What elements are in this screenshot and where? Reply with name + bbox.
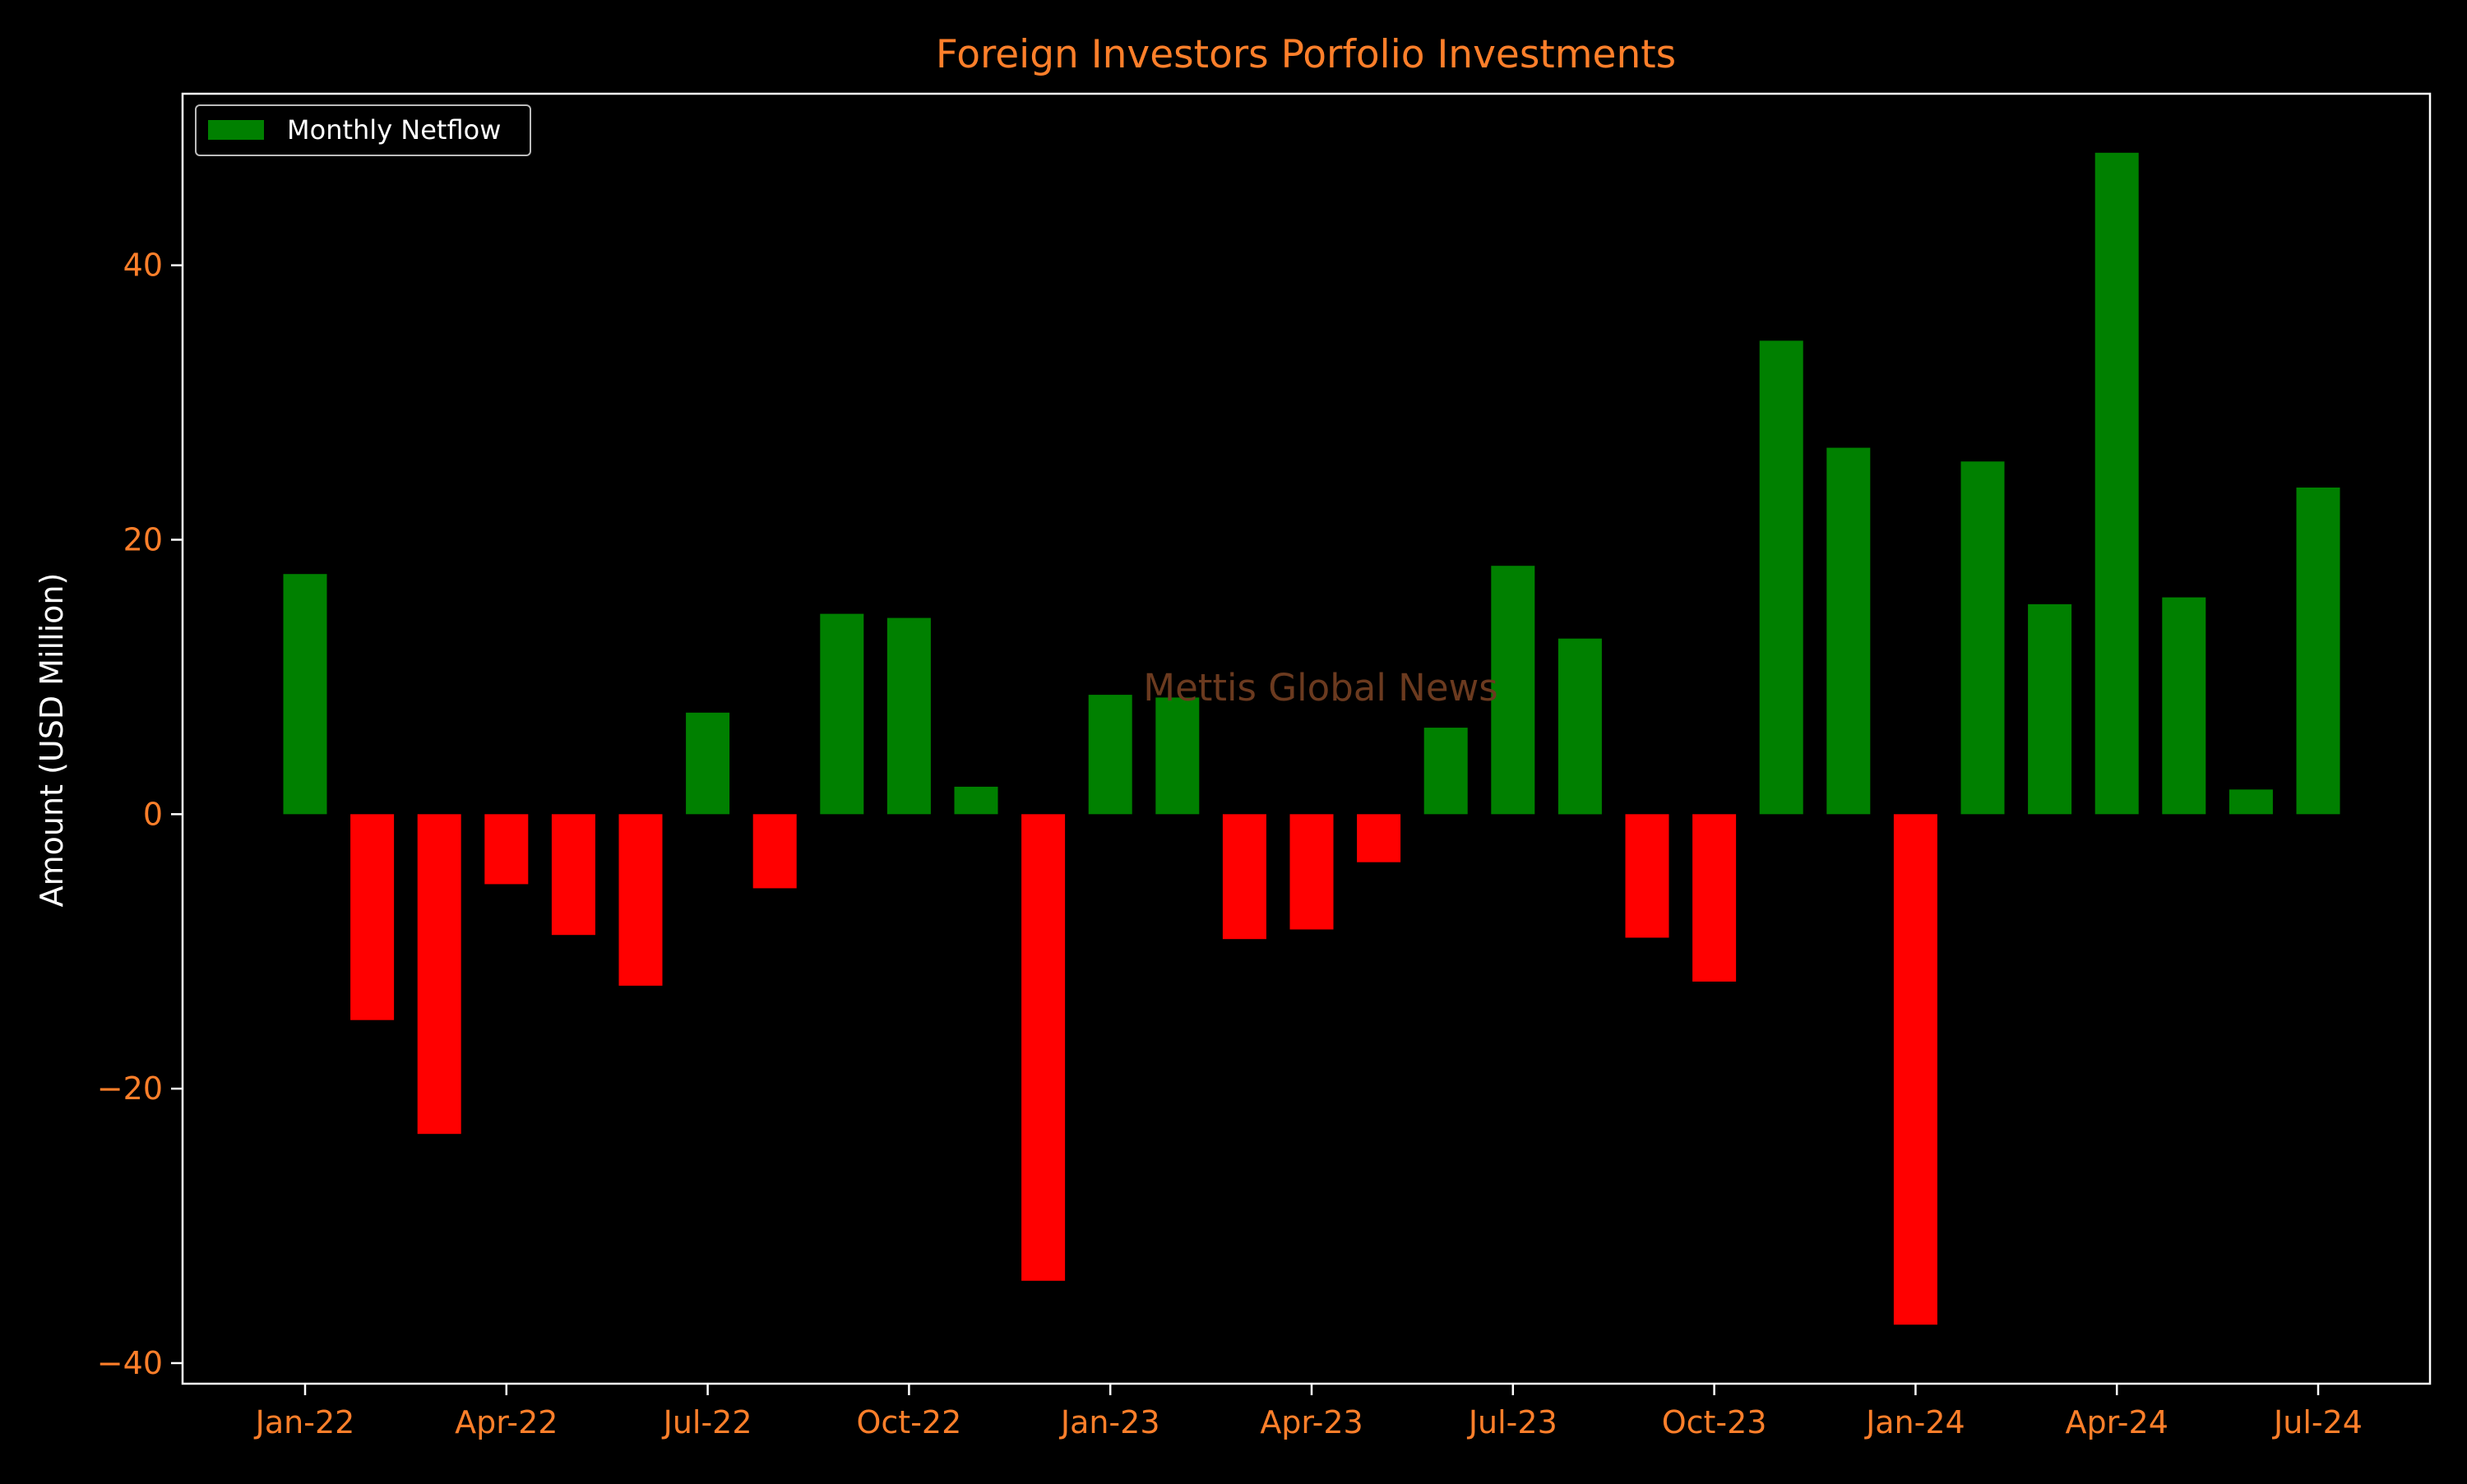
bar-oct-22 [886, 617, 931, 815]
bars-group [283, 152, 2340, 1325]
bar-jan-22 [283, 574, 327, 815]
bar-jul-22 [686, 712, 730, 815]
x-tick-label: Oct-23 [1662, 1404, 1767, 1440]
x-tick-label: Apr-24 [2066, 1404, 2168, 1440]
legend-box [195, 104, 531, 156]
bar-mar-23 [1222, 814, 1266, 940]
y-axis-label: Amount (USD Million) [34, 573, 70, 908]
bar-apr-23 [1289, 814, 1334, 930]
bar-dec-23 [1826, 447, 1871, 815]
x-tick-label: Apr-23 [1260, 1404, 1363, 1440]
bar-jul-24 [2296, 488, 2340, 815]
x-tick-label: Jan-22 [254, 1404, 355, 1440]
x-axis-ticks: Jan-22 Apr-22 Jul-22 Oct-22 Jan-23 Apr-23 Jul-… [254, 1384, 2363, 1440]
bar-dec-22 [1021, 814, 1066, 1281]
y-tick-label: 40 [123, 247, 163, 284]
bar-feb-22 [350, 814, 395, 1020]
x-tick-label: Oct-22 [857, 1404, 962, 1440]
bar-jul-23 [1491, 566, 1535, 815]
bar-feb-23 [1155, 697, 1200, 815]
watermark-text: Mettis Global News [1143, 666, 1498, 710]
x-tick-label: Jan-24 [1864, 1404, 1965, 1440]
x-tick-label: Jan-23 [1059, 1404, 1160, 1440]
x-tick-label: Jul-24 [2272, 1404, 2363, 1440]
bar-may-23 [1357, 814, 1401, 862]
bar-sep-22 [820, 613, 864, 815]
bar-jun-23 [1423, 728, 1468, 815]
bar-aug-22 [752, 814, 797, 889]
bar-mar-22 [417, 814, 461, 1135]
x-tick-label: Jul-22 [662, 1404, 752, 1440]
y-tick-label: −20 [97, 1070, 163, 1107]
bar-may-24 [2162, 597, 2206, 815]
bar-feb-24 [1960, 461, 2005, 815]
bar-apr-22 [484, 814, 529, 885]
bar-aug-23 [1557, 638, 1602, 815]
bar-may-22 [551, 814, 595, 936]
chart-title: Foreign Investors Porfolio Investments [936, 32, 1676, 77]
y-tick-label: −40 [97, 1345, 163, 1381]
bar-jun-22 [618, 814, 663, 986]
legend-swatch-monthly-netflow [208, 120, 264, 140]
x-tick-label: Apr-22 [455, 1404, 558, 1440]
bar-jan-23 [1088, 695, 1132, 815]
bar-oct-23 [1692, 814, 1737, 982]
y-tick-label: 20 [123, 521, 163, 557]
bar-jun-24 [2229, 789, 2273, 815]
y-axis-ticks: −40 −20 0 20 40 [97, 247, 183, 1381]
legend-label-monthly-netflow: Monthly Netflow [287, 114, 501, 146]
bar-nov-22 [954, 786, 998, 815]
bar-jan-24 [1893, 814, 1937, 1325]
x-tick-label: Jul-23 [1467, 1404, 1557, 1440]
bar-nov-23 [1759, 340, 1803, 815]
bar-apr-24 [2094, 152, 2139, 815]
plot-area-frame [181, 92, 2432, 1385]
y-tick-label: 0 [143, 796, 163, 832]
bar-mar-24 [2028, 603, 2072, 815]
legend: Monthly Netflow [195, 104, 531, 156]
bar-sep-23 [1625, 814, 1669, 938]
